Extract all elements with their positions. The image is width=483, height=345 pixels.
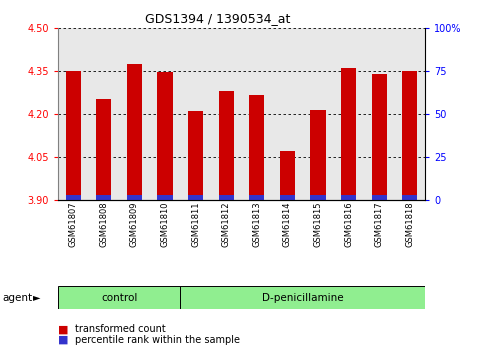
Bar <box>127 63 142 200</box>
Bar <box>311 110 326 200</box>
Text: transformed count: transformed count <box>75 325 166 334</box>
Text: GDS1394 / 1390534_at: GDS1394 / 1390534_at <box>145 12 290 25</box>
Bar <box>66 195 81 200</box>
Text: agent: agent <box>2 293 32 303</box>
Bar <box>188 111 203 200</box>
Text: D-penicillamine: D-penicillamine <box>262 293 343 303</box>
Bar <box>341 195 356 200</box>
Bar <box>371 73 387 200</box>
Bar <box>219 91 234 200</box>
Bar <box>219 195 234 200</box>
Bar <box>402 195 417 200</box>
Bar <box>311 195 326 200</box>
Bar <box>249 195 265 200</box>
Bar <box>157 195 173 200</box>
Bar <box>280 195 295 200</box>
Bar <box>96 195 112 200</box>
Bar <box>249 95 265 200</box>
Bar <box>157 72 173 200</box>
Bar <box>188 195 203 200</box>
Bar <box>371 195 387 200</box>
Bar <box>58 286 180 309</box>
Text: ►: ► <box>33 293 41 303</box>
Bar <box>180 286 425 309</box>
Text: ■: ■ <box>58 325 69 334</box>
Bar <box>127 195 142 200</box>
Bar <box>96 99 112 200</box>
Text: percentile rank within the sample: percentile rank within the sample <box>75 335 240 345</box>
Bar <box>66 71 81 200</box>
Text: control: control <box>101 293 137 303</box>
Bar <box>402 71 417 200</box>
Text: ■: ■ <box>58 335 69 345</box>
Bar <box>341 68 356 200</box>
Bar <box>280 151 295 200</box>
